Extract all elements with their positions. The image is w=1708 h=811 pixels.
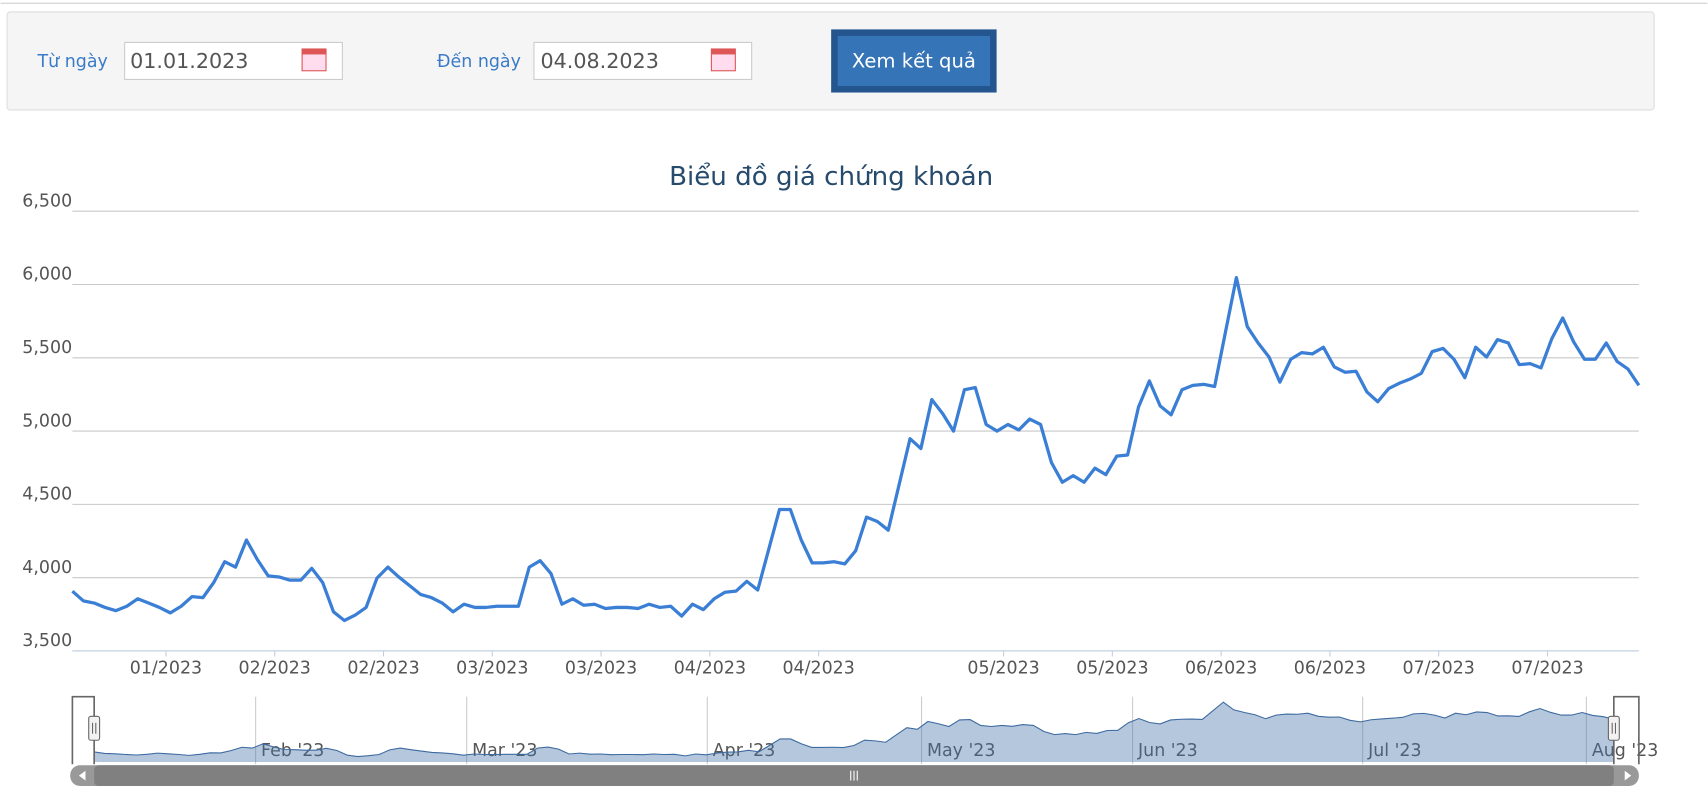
price-line <box>71 275 1641 623</box>
x-tick-label: 07/2023 <box>1403 658 1475 678</box>
submit-label[interactable]: Xem kết quả <box>852 50 976 73</box>
from-label: Từ ngày <box>37 52 108 72</box>
navigator-tick-label: May '23 <box>927 741 995 761</box>
x-tick-label: 07/2023 <box>1511 658 1583 678</box>
x-tick-label: 02/2023 <box>239 658 311 678</box>
filter-panel <box>6 11 1655 111</box>
x-tick-label: 03/2023 <box>456 658 528 678</box>
navigator-frame <box>72 696 1639 765</box>
x-tick-label: 04/2023 <box>782 658 854 678</box>
to-value[interactable]: 04.08.2023 <box>540 49 658 73</box>
calendar-top <box>711 48 736 55</box>
y-tick-label: 4,500 <box>22 485 72 505</box>
calendar-top <box>302 48 327 55</box>
navigator-line <box>94 701 1614 758</box>
navigator-tick-label: Jul '23 <box>1367 741 1421 761</box>
x-tick-label: 04/2023 <box>674 658 746 678</box>
scroll-right-arrow[interactable] <box>1624 770 1632 781</box>
x-tick-label: 06/2023 <box>1185 658 1257 678</box>
navigator-tick-label: Aug '23 <box>1592 741 1658 761</box>
x-tick-label: 02/2023 <box>347 658 419 678</box>
to-calendar[interactable] <box>710 48 736 72</box>
navigator-handle[interactable] <box>1607 715 1620 741</box>
y-tick-label: 4,000 <box>22 558 72 578</box>
navigator-handle[interactable] <box>88 715 101 741</box>
y-tick-label: 6,500 <box>22 191 72 211</box>
chart-title: Biểu đồ giá chứng khoán <box>669 161 993 192</box>
x-tick-label: 01/2023 <box>130 658 202 678</box>
from-calendar[interactable] <box>301 48 327 72</box>
navigator-tick-label: Feb '23 <box>261 741 324 761</box>
scroll-left-arrow[interactable] <box>78 770 86 781</box>
y-tick-label: 5,500 <box>22 338 72 358</box>
from-value[interactable]: 01.01.2023 <box>130 49 248 73</box>
x-tick-label: 05/2023 <box>967 658 1039 678</box>
navigator-tick-label: Mar '23 <box>472 741 537 761</box>
navigator-area <box>94 702 1614 763</box>
x-tick-label: 06/2023 <box>1294 658 1366 678</box>
x-tick-label: 05/2023 <box>1076 658 1148 678</box>
y-tick-label: 3,500 <box>22 631 72 651</box>
submit-button-face[interactable] <box>837 35 991 86</box>
to-label: Đến ngày <box>437 51 521 72</box>
y-tick-label: 6,000 <box>22 265 72 285</box>
y-tick-label: 5,000 <box>22 411 72 431</box>
x-tick-label: 03/2023 <box>565 658 637 678</box>
navigator-tick-label: Jun '23 <box>1137 741 1198 761</box>
